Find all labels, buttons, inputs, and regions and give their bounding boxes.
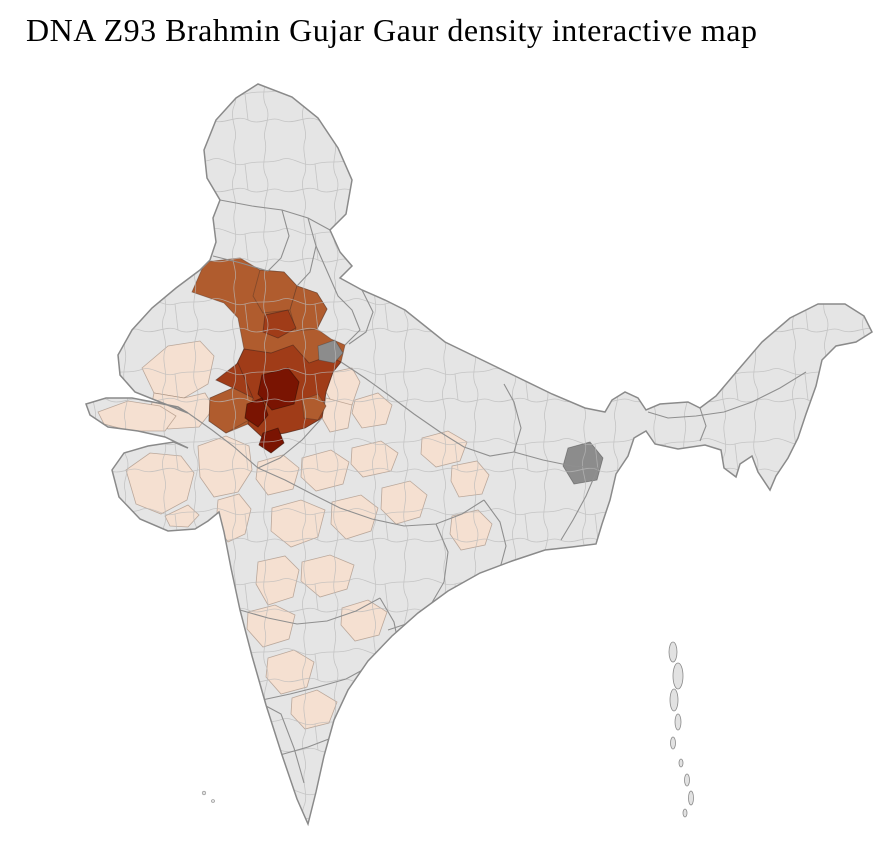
lakshadweep-islands bbox=[201, 790, 215, 803]
page-title: DNA Z93 Brahmin Gujar Gaur density inter… bbox=[26, 12, 758, 48]
andaman-nicobar-islands bbox=[668, 641, 694, 818]
india-outline bbox=[85, 83, 873, 827]
